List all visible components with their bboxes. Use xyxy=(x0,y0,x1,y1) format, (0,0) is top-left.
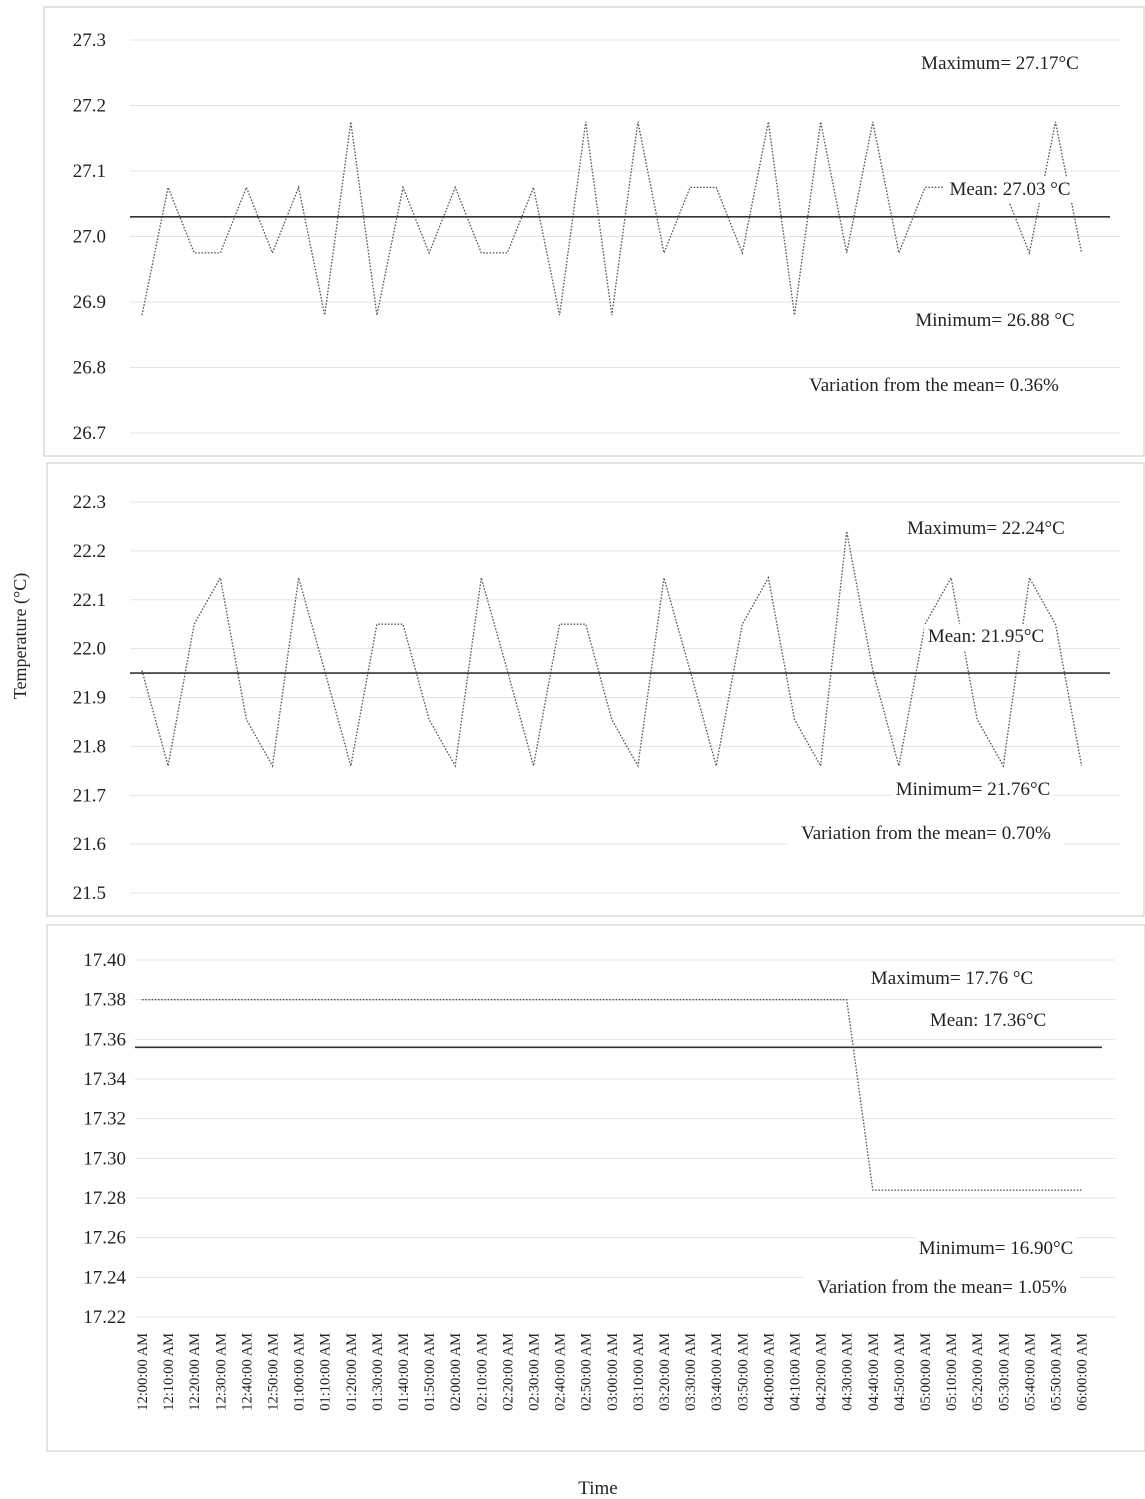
annotation-label: Mean: 21.95°C xyxy=(928,626,1044,647)
x-tick-label: 03:40:00 AM xyxy=(709,1333,725,1411)
y-tick-label: 21.7 xyxy=(73,785,106,806)
annotation-bg xyxy=(943,177,1077,203)
x-tick-label: 05:50:00 AM xyxy=(1049,1333,1065,1411)
annotation-bg xyxy=(867,966,1037,992)
annotation-bg xyxy=(923,624,1049,650)
x-tick-label: 03:50:00 AM xyxy=(735,1333,751,1411)
x-tick-label: 12:50:00 AM xyxy=(266,1333,282,1411)
x-tick-label: 01:40:00 AM xyxy=(396,1333,412,1411)
x-tick-label: 12:40:00 AM xyxy=(239,1333,255,1411)
y-tick-label: 27.0 xyxy=(73,227,106,248)
y-tick-label: 21.6 xyxy=(73,834,106,855)
annotation-bg xyxy=(796,373,1072,399)
y-tick-label: 21.5 xyxy=(73,883,106,904)
annotation-label: Maximum= 27.17°C xyxy=(921,53,1079,74)
x-tick-label: 02:00:00 AM xyxy=(448,1333,464,1411)
annotation-bg xyxy=(893,777,1053,803)
y-tick-label: 17.24 xyxy=(83,1267,126,1288)
x-tick-label: 02:40:00 AM xyxy=(553,1333,569,1411)
x-tick-label: 02:30:00 AM xyxy=(527,1333,543,1411)
x-tick-label: 03:30:00 AM xyxy=(683,1333,699,1411)
y-tick-label: 17.40 xyxy=(83,950,126,971)
annotation-label: Variation from the mean= 0.36% xyxy=(809,375,1059,396)
y-tick-label: 26.9 xyxy=(73,292,106,313)
y-tick-label: 17.30 xyxy=(83,1148,126,1169)
x-tick-label: 01:50:00 AM xyxy=(422,1333,438,1411)
x-tick-label: 02:20:00 AM xyxy=(500,1333,516,1411)
x-tick-label: 12:30:00 AM xyxy=(213,1333,229,1411)
y-tick-label: 17.32 xyxy=(83,1109,126,1130)
annotation-label: Minimum= 26.88 °C xyxy=(915,310,1074,331)
x-tick-label: 04:50:00 AM xyxy=(892,1333,908,1411)
x-axis-label: Time xyxy=(578,1478,617,1499)
annotation-bg xyxy=(925,1008,1051,1034)
annotation-label: Mean: 17.36°C xyxy=(930,1010,1046,1031)
annotation-label: Minimum= 16.90°C xyxy=(919,1238,1074,1259)
annotation-label: Minimum= 21.76°C xyxy=(896,779,1051,800)
y-tick-label: 17.34 xyxy=(83,1069,126,1090)
annotation-bg xyxy=(788,821,1064,847)
y-tick-label: 22.2 xyxy=(73,541,106,562)
y-tick-label: 17.28 xyxy=(83,1188,126,1209)
x-tick-label: 01:20:00 AM xyxy=(344,1333,360,1411)
annotation-bg xyxy=(920,51,1080,77)
y-tick-label: 22.1 xyxy=(73,590,106,611)
x-tick-label: 01:00:00 AM xyxy=(292,1333,308,1411)
y-tick-label: 22.3 xyxy=(73,492,106,513)
x-tick-label: 05:40:00 AM xyxy=(1022,1333,1038,1411)
x-tick-label: 05:00:00 AM xyxy=(918,1333,934,1411)
annotation-label: Maximum= 17.76 °C xyxy=(871,968,1033,989)
y-tick-label: 17.22 xyxy=(83,1307,126,1328)
annotation-label: Variation from the mean= 1.05% xyxy=(817,1277,1067,1298)
x-tick-label: 04:30:00 AM xyxy=(840,1333,856,1411)
chart-panel-1: 26.7 26.8 26.9 27.0 27.1 27.2 27.3 Maximum= 27.… xyxy=(43,6,1145,457)
x-tick-label: 02:10:00 AM xyxy=(474,1333,490,1411)
x-tick-label: 04:20:00 AM xyxy=(814,1333,830,1411)
x-tick-label: 01:30:00 AM xyxy=(370,1333,386,1411)
y-tick-label: 22.0 xyxy=(73,639,106,660)
y-tick-label: 26.8 xyxy=(73,358,106,379)
x-tick-label: 02:50:00 AM xyxy=(579,1333,595,1411)
y-tick-label: 27.1 xyxy=(73,161,106,182)
y-tick-label: 27.3 xyxy=(73,30,106,51)
annotation-label: Mean: 27.03 °C xyxy=(949,179,1070,200)
x-tick-label: 04:40:00 AM xyxy=(866,1333,882,1411)
x-tick-label: 05:30:00 AM xyxy=(996,1333,1012,1411)
x-tick-label: 12:20:00 AM xyxy=(187,1333,203,1411)
y-tick-label: 26.7 xyxy=(73,423,106,444)
annotation-bg xyxy=(916,1236,1076,1262)
x-tick-label: 04:00:00 AM xyxy=(761,1333,777,1411)
x-tick-label: 12:10:00 AM xyxy=(161,1333,177,1411)
x-tick-label: 03:20:00 AM xyxy=(657,1333,673,1411)
temperature-series xyxy=(141,121,1083,316)
y-tick-label: 27.2 xyxy=(73,96,106,117)
chart-panel-3: 17.22 17.24 17.26 17.28 17.30 17.32 17.34 17.36… xyxy=(46,924,1145,1452)
y-tick-label: 17.26 xyxy=(83,1228,126,1249)
annotation-bg xyxy=(804,1275,1080,1301)
annotation-bg xyxy=(910,308,1080,334)
x-tick-label: 04:10:00 AM xyxy=(788,1333,804,1411)
x-tick-label: 05:10:00 AM xyxy=(944,1333,960,1411)
x-tick-label: 05:20:00 AM xyxy=(970,1333,986,1411)
x-tick-label: 03:10:00 AM xyxy=(631,1333,647,1411)
y-tick-label: 21.9 xyxy=(73,688,106,709)
annotation-bg xyxy=(906,516,1066,542)
annotation-label: Maximum= 22.24°C xyxy=(907,518,1065,539)
x-tick-label: 03:00:00 AM xyxy=(605,1333,621,1411)
x-tick-label: 12:00:00 AM xyxy=(135,1333,151,1411)
y-axis-label: Temperature (°C) xyxy=(10,573,31,699)
y-tick-label: 17.36 xyxy=(83,1029,126,1050)
x-tick-label: 06:00:00 AM xyxy=(1075,1333,1091,1411)
y-tick-label: 21.8 xyxy=(73,736,106,757)
annotation-label: Variation from the mean= 0.70% xyxy=(801,823,1051,844)
x-tick-label: 01:10:00 AM xyxy=(318,1333,334,1411)
chart-panel-2: 21.5 21.6 21.7 21.8 21.9 22.0 22.1 22.2 22.3 Maxi… xyxy=(46,462,1145,917)
y-tick-label: 17.38 xyxy=(83,990,126,1011)
